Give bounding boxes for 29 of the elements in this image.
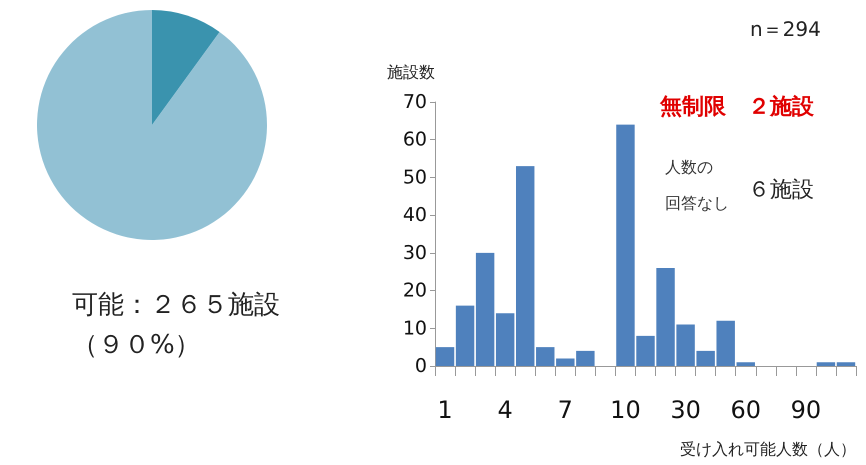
y-axis-title: 施設数	[387, 62, 435, 82]
bar	[816, 362, 836, 366]
y-tick-label: 60	[402, 128, 427, 151]
x-tick-label: 90	[790, 396, 822, 424]
y-tick-label: 0	[414, 355, 427, 377]
annotation: ６施設	[748, 178, 814, 202]
bar	[836, 362, 856, 366]
y-tick-label: 10	[402, 317, 427, 340]
x-tick-label: 10	[610, 396, 641, 424]
y-tick-label: 20	[402, 280, 427, 302]
bar	[436, 347, 454, 366]
bar	[616, 124, 635, 366]
text: n＝294	[750, 17, 821, 41]
annotation: 人数の	[665, 158, 713, 176]
x-tick-label: 30	[670, 396, 701, 424]
y-tick-label: 40	[402, 204, 427, 226]
x-tick-label: 60	[730, 396, 762, 424]
x-tick-label: 7	[558, 396, 573, 424]
y-tick-label: 50	[402, 166, 427, 188]
data-label: （９０%）	[72, 330, 201, 360]
x-tick-label: 4	[498, 396, 513, 424]
bar	[636, 336, 655, 366]
y-tick-label: 70	[402, 91, 427, 113]
x-axis-title: 受け入れ可能人数（人）	[680, 440, 856, 458]
x-tick-label: 1	[437, 396, 453, 424]
slice-label: 可能：２６５施設	[72, 290, 280, 320]
annotation: 回答なし	[665, 194, 729, 212]
annotation: 無制限 ２施設	[659, 94, 815, 120]
y-tick-label: 30	[402, 242, 427, 264]
